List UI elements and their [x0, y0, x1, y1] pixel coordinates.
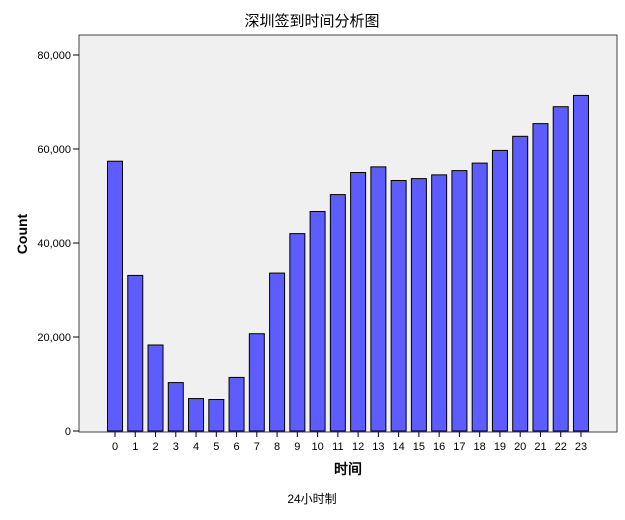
bar-4: [188, 398, 205, 432]
y-axis-label: Count: [14, 213, 30, 254]
bar-16: [431, 174, 448, 432]
x-tick-label: 18: [474, 441, 486, 453]
bar-1: [127, 274, 144, 432]
bar-11: [329, 194, 346, 432]
bar-21: [532, 123, 549, 432]
x-tick-label: 19: [494, 441, 506, 453]
bar-10: [309, 211, 326, 432]
bar-13: [370, 166, 387, 432]
bar-5: [208, 399, 225, 432]
bar-2: [147, 344, 164, 432]
y-tick-label: 20,000: [37, 332, 71, 344]
x-tick-label: 5: [213, 441, 219, 453]
x-tick-label: 9: [294, 441, 300, 453]
bar-18: [471, 162, 488, 432]
x-tick-label: 1: [132, 441, 138, 453]
x-tick-label: 22: [555, 441, 567, 453]
x-tick-label: 17: [453, 441, 465, 453]
x-tick-label: 21: [534, 441, 546, 453]
x-tick-label: 15: [413, 441, 425, 453]
bar-22: [552, 106, 569, 432]
x-tick-label: 4: [193, 441, 199, 453]
footnote: 24小时制: [287, 492, 336, 506]
bar-14: [390, 179, 407, 432]
y-tick-label: 60,000: [37, 144, 71, 156]
y-axis: 0 20,000 40,000 60,000 80,000: [37, 50, 79, 438]
x-tick-label: 8: [274, 441, 280, 453]
bars: [107, 94, 589, 432]
y-tick-label: 0: [65, 426, 71, 438]
x-tick-label: 7: [254, 441, 260, 453]
bar-0: [107, 160, 123, 432]
x-axis-label: 时间: [334, 461, 362, 477]
x-tick-label: 11: [332, 441, 343, 453]
bar-6: [228, 376, 245, 432]
bar-19: [491, 149, 508, 432]
bar-20: [512, 135, 529, 432]
bar-15: [410, 178, 427, 432]
x-tick-label: 2: [152, 441, 158, 453]
bar-9: [289, 233, 306, 432]
x-tick-label: 20: [514, 441, 526, 453]
bar-23: [572, 94, 589, 432]
x-tick-label: 0: [112, 441, 118, 453]
bar-17: [451, 170, 468, 432]
x-tick-label: 3: [173, 441, 179, 453]
bar-7: [248, 333, 265, 432]
x-tick-label: 13: [372, 441, 384, 453]
bar-12: [350, 172, 367, 432]
bar-8: [269, 272, 286, 432]
x-tick-label: 6: [233, 441, 239, 453]
x-tick-label: 23: [575, 441, 587, 453]
bar-3: [167, 382, 184, 432]
y-tick-label: 80,000: [37, 50, 71, 62]
x-tick-label: 16: [433, 441, 445, 453]
x-tick-label: 14: [393, 441, 405, 453]
x-tick-label: 10: [311, 441, 323, 453]
x-tick-label: 12: [352, 441, 364, 453]
x-axis: 0 1 2 3 4 5 6 7 8 9 10 11 12 13 14 15 16 17 18 19 20 21 22 23: [112, 432, 587, 453]
y-tick-label: 40,000: [37, 238, 71, 250]
chart-title: 深圳签到时间分析图: [244, 13, 379, 30]
